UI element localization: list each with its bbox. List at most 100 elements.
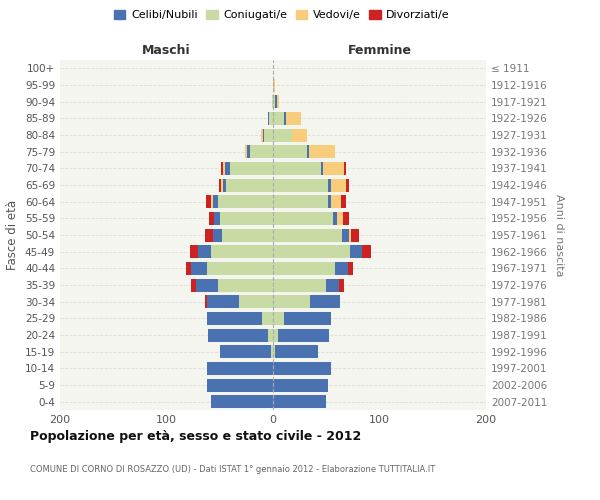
Bar [271, 345, 273, 358]
Bar [273, 312, 284, 325]
Bar [273, 212, 332, 225]
Bar [191, 278, 196, 291]
Bar [225, 162, 230, 175]
Text: Femmine: Femmine [347, 44, 412, 57]
Bar [218, 195, 273, 208]
Bar [207, 262, 273, 275]
Bar [207, 312, 262, 325]
Bar [341, 195, 346, 208]
Bar [273, 145, 307, 158]
Legend: Celibi/Nubili, Coniugati/e, Vedovi/e, Divorziati/e: Celibi/Nubili, Coniugati/e, Vedovi/e, Di… [110, 6, 454, 25]
Bar [309, 145, 335, 158]
Bar [292, 128, 307, 141]
Bar [230, 162, 273, 175]
Bar [245, 145, 247, 158]
Bar [275, 95, 277, 108]
Bar [273, 162, 321, 175]
Bar [211, 195, 214, 208]
Bar [273, 278, 326, 291]
Bar [328, 195, 331, 208]
Bar [208, 328, 268, 342]
Bar [339, 278, 344, 291]
Bar [265, 128, 273, 141]
Bar [268, 328, 273, 342]
Bar [346, 178, 349, 192]
Bar [207, 295, 239, 308]
Y-axis label: Fasce di età: Fasce di età [7, 200, 19, 270]
Bar [199, 245, 211, 258]
Bar [207, 378, 273, 392]
Bar [273, 262, 335, 275]
Bar [335, 262, 347, 275]
Bar [191, 262, 207, 275]
Bar [307, 145, 309, 158]
Bar [275, 345, 318, 358]
Bar [211, 245, 273, 258]
Bar [205, 228, 214, 241]
Bar [362, 245, 371, 258]
Bar [206, 195, 211, 208]
Bar [273, 195, 328, 208]
Bar [273, 128, 292, 141]
Bar [273, 112, 284, 125]
Bar [223, 162, 225, 175]
Bar [273, 395, 326, 408]
Bar [214, 228, 222, 241]
Bar [342, 228, 349, 241]
Bar [350, 245, 362, 258]
Bar [263, 128, 265, 141]
Bar [278, 328, 329, 342]
Bar [221, 178, 223, 192]
Bar [323, 162, 344, 175]
Bar [284, 112, 286, 125]
Bar [321, 162, 323, 175]
Bar [214, 212, 220, 225]
Bar [286, 112, 301, 125]
Bar [211, 395, 273, 408]
Bar [218, 178, 221, 192]
Bar [347, 262, 353, 275]
Bar [272, 95, 273, 108]
Y-axis label: Anni di nascita: Anni di nascita [554, 194, 564, 276]
Bar [250, 145, 273, 158]
Bar [226, 178, 273, 192]
Bar [273, 78, 275, 92]
Bar [273, 362, 331, 375]
Text: Maschi: Maschi [142, 44, 191, 57]
Bar [331, 195, 341, 208]
Text: COMUNE DI CORNO DI ROSAZZO (UD) - Dati ISTAT 1° gennaio 2012 - Elaborazione TUTT: COMUNE DI CORNO DI ROSAZZO (UD) - Dati I… [30, 465, 435, 474]
Bar [331, 178, 346, 192]
Bar [221, 162, 223, 175]
Bar [332, 212, 337, 225]
Bar [207, 362, 273, 375]
Bar [273, 378, 328, 392]
Bar [261, 128, 263, 141]
Bar [218, 278, 273, 291]
Bar [268, 112, 269, 125]
Bar [190, 245, 199, 258]
Bar [222, 228, 273, 241]
Bar [239, 295, 273, 308]
Bar [209, 212, 214, 225]
Text: Popolazione per età, sesso e stato civile - 2012: Popolazione per età, sesso e stato civil… [30, 430, 361, 443]
Bar [247, 145, 250, 158]
Bar [185, 262, 191, 275]
Bar [273, 95, 275, 108]
Bar [273, 295, 310, 308]
Bar [310, 295, 340, 308]
Bar [277, 95, 280, 108]
Bar [273, 178, 328, 192]
Bar [196, 278, 218, 291]
Bar [273, 345, 275, 358]
Bar [351, 228, 359, 241]
Bar [349, 228, 351, 241]
Bar [273, 245, 350, 258]
Bar [326, 278, 339, 291]
Bar [344, 162, 346, 175]
Bar [220, 345, 271, 358]
Bar [220, 212, 273, 225]
Bar [223, 178, 226, 192]
Bar [273, 328, 278, 342]
Bar [214, 195, 218, 208]
Bar [284, 312, 331, 325]
